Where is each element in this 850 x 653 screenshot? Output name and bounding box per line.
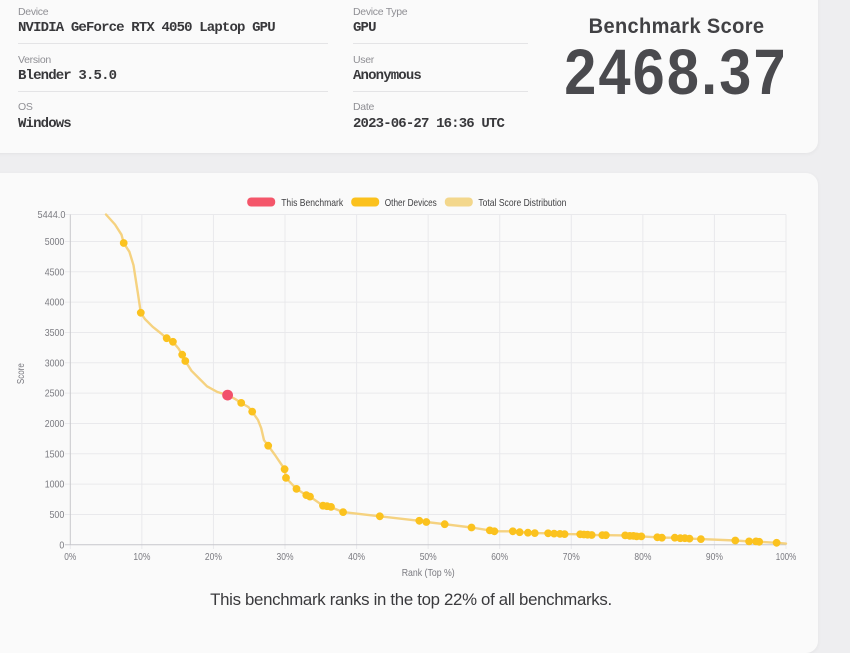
svg-text:0: 0 bbox=[59, 539, 64, 551]
svg-text:1000: 1000 bbox=[45, 479, 65, 491]
svg-text:10%: 10% bbox=[133, 551, 150, 563]
svg-text:90%: 90% bbox=[706, 551, 723, 563]
svg-text:2500: 2500 bbox=[45, 388, 65, 400]
svg-text:1500: 1500 bbox=[45, 448, 65, 460]
svg-text:50%: 50% bbox=[420, 551, 437, 563]
svg-text:Other Devices: Other Devices bbox=[385, 197, 437, 209]
svg-text:0%: 0% bbox=[64, 551, 76, 563]
svg-text:4500: 4500 bbox=[45, 266, 65, 278]
svg-text:40%: 40% bbox=[348, 551, 365, 563]
svg-text:This Benchmark: This Benchmark bbox=[281, 197, 344, 209]
svg-text:Total Score Distribution: Total Score Distribution bbox=[478, 197, 566, 209]
svg-text:80%: 80% bbox=[634, 551, 651, 563]
svg-text:Score: Score bbox=[15, 363, 27, 384]
svg-text:20%: 20% bbox=[205, 551, 222, 563]
svg-text:100%: 100% bbox=[776, 551, 797, 563]
svg-text:4000: 4000 bbox=[45, 297, 65, 309]
svg-text:5000: 5000 bbox=[45, 236, 65, 248]
svg-text:3000: 3000 bbox=[45, 357, 65, 369]
svg-text:30%: 30% bbox=[277, 551, 294, 563]
svg-text:60%: 60% bbox=[491, 551, 508, 563]
svg-text:Rank (Top %): Rank (Top %) bbox=[402, 567, 455, 579]
svg-text:500: 500 bbox=[50, 509, 65, 521]
svg-text:2000: 2000 bbox=[45, 418, 65, 430]
svg-text:70%: 70% bbox=[563, 551, 580, 563]
svg-text:5444.0: 5444.0 bbox=[38, 209, 66, 221]
svg-text:3500: 3500 bbox=[45, 327, 65, 339]
